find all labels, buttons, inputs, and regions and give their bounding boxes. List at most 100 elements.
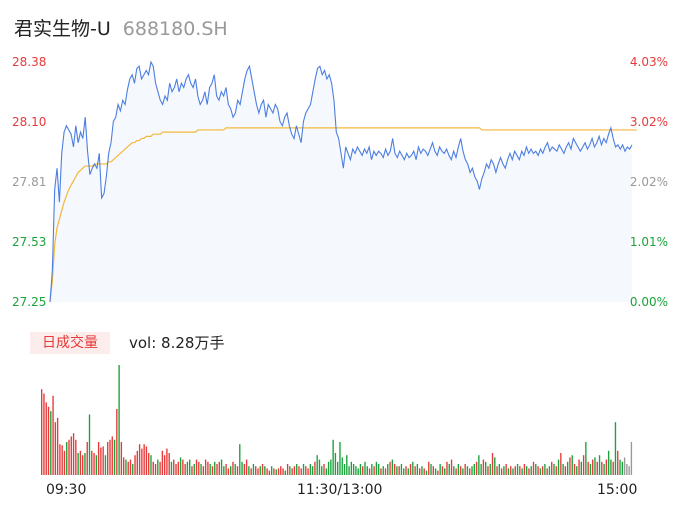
volume-bar <box>184 464 186 475</box>
volume-bar <box>377 464 380 475</box>
volume-bar <box>566 461 569 475</box>
volume-bar <box>448 464 450 475</box>
volume-bar <box>298 466 300 475</box>
volume-bar <box>56 417 59 475</box>
volume-bar <box>464 464 466 475</box>
volume-bar <box>321 466 323 475</box>
volume-bar <box>193 464 195 475</box>
volume-bar <box>482 459 485 475</box>
volume-bar <box>118 365 120 475</box>
volume-bar <box>323 464 325 475</box>
volume-bar <box>159 461 161 475</box>
volume-bar <box>551 461 553 475</box>
volume-bar <box>428 461 430 475</box>
volume-bar <box>343 464 346 475</box>
volume-bar <box>423 468 425 475</box>
volume-bar <box>384 468 387 475</box>
volume-bar <box>111 436 113 475</box>
volume-bar <box>409 464 412 475</box>
volume-bar <box>512 468 514 475</box>
volume-bar <box>478 455 480 475</box>
volume-bar <box>541 466 544 475</box>
price-line <box>49 60 633 303</box>
volume-bar <box>485 461 487 475</box>
volume-bar <box>475 461 478 475</box>
volume-bar <box>496 466 498 475</box>
volume-bar <box>432 466 434 475</box>
volume-bar <box>214 461 216 475</box>
volume-bar <box>125 459 127 475</box>
volume-bar <box>330 459 332 475</box>
volume-bar <box>232 461 234 475</box>
volume-bar <box>453 466 455 475</box>
volume-bar <box>109 439 111 475</box>
volume-bar <box>47 406 50 475</box>
volume-bar <box>594 457 596 475</box>
volume-bar <box>357 468 359 475</box>
volume-bar <box>307 468 309 475</box>
volume-bar <box>532 461 535 475</box>
volume-bar <box>266 468 268 475</box>
volume-bar <box>77 453 79 475</box>
daily-volume-tab[interactable]: 日成交量 <box>30 332 110 354</box>
volume-bar <box>134 455 136 475</box>
volume-bar <box>243 464 246 475</box>
volume-bar <box>202 466 205 475</box>
volume-bar <box>352 464 355 475</box>
volume-bar <box>41 389 43 475</box>
volume-bar <box>560 453 562 475</box>
volume-bar <box>316 455 318 475</box>
volume-bar <box>359 464 362 475</box>
volume-bar <box>107 442 109 475</box>
volume-bar <box>571 455 573 475</box>
volume-bar <box>382 466 384 475</box>
volume-bar <box>211 466 214 475</box>
volume-bar <box>530 466 532 475</box>
volume-bar <box>612 461 614 475</box>
volume-bar <box>268 470 271 475</box>
volume-bar <box>444 468 446 475</box>
volume-bar <box>582 455 585 475</box>
volume-bar <box>216 464 218 475</box>
volume-bar <box>68 439 70 475</box>
volume-bar <box>489 464 491 475</box>
volume-bar <box>362 466 364 475</box>
volume-bar <box>97 442 100 475</box>
volume-bar <box>334 453 337 475</box>
volume-bar <box>59 444 61 475</box>
volume-bar <box>366 466 368 475</box>
volume-bar <box>373 466 375 475</box>
volume-bar <box>601 461 603 475</box>
volume-bar <box>598 455 601 475</box>
stock-code: 688180.SH <box>122 18 228 40</box>
volume-bar <box>462 468 464 475</box>
volume-bar <box>138 444 141 475</box>
volume-bar <box>393 464 396 475</box>
volume-bar <box>86 442 88 475</box>
volume-bar <box>261 464 264 475</box>
volume-bar <box>170 461 173 475</box>
volume-bar <box>195 459 198 475</box>
volume-bar <box>480 464 482 475</box>
volume-bar <box>421 466 423 475</box>
volume-bar <box>168 453 170 475</box>
volume-bar <box>573 464 576 475</box>
volume-bar <box>79 450 82 475</box>
volume-bar <box>544 464 546 475</box>
volume-bar <box>220 459 223 475</box>
y-left-tick: 27.53 <box>12 235 47 249</box>
volume-bar <box>459 466 462 475</box>
volume-bar <box>494 457 496 475</box>
volume-bar <box>182 459 184 475</box>
volume-bar <box>116 409 118 475</box>
volume-bar <box>368 468 371 475</box>
volume-bar <box>553 464 555 475</box>
volume-bar <box>610 459 612 475</box>
volume-bar <box>198 461 200 475</box>
volume-bar <box>535 464 537 475</box>
volume-bar <box>371 464 373 475</box>
volume-bar <box>491 453 494 475</box>
volume-bar <box>200 464 202 475</box>
volume-bar <box>576 466 578 475</box>
volume-bar <box>223 466 225 475</box>
